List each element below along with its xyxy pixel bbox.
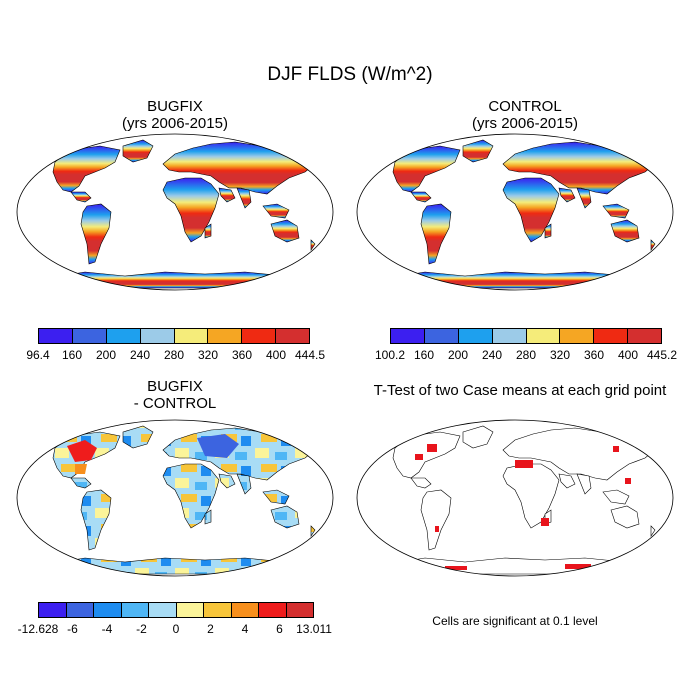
colorbar-swatch [140,329,175,343]
colorbar-tick-label: 100.2 [374,348,406,362]
colorbar-swatch [208,329,243,343]
colorbar-tick-label: 160 [413,348,435,362]
colorbar-swatch [66,603,94,617]
colorbar-diff-ticks: -12.628 -6 -4 -2 0 2 4 6 13.011 [18,622,332,638]
colorbar-swatch [242,329,277,343]
colorbar-swatch [121,603,149,617]
colorbar-swatch [259,603,287,617]
colorbar-tick-label: 200 [95,348,117,362]
colorbar-tick-label: 280 [163,348,185,362]
colorbar-tick-label: 0 [172,622,180,636]
colorbar-tick-label: 200 [447,348,469,362]
colorbar-tick-label: -6 [67,622,78,636]
significance-note: Cells are significant at 0.1 level [432,614,598,628]
panel-control-title: CONTROL [488,98,562,115]
colorbar-tick-label: 240 [481,348,503,362]
colorbar-swatch [149,603,177,617]
colorbar-bugfix-ticks: 96.4 160 200 240 280 320 360 400 444.5 [26,348,325,364]
colorbar-tick-label: 320 [549,348,571,362]
colorbar-swatch [174,329,209,343]
figure-title: DJF FLDS (W/m^2) [267,64,433,85]
colorbar-swatch [424,329,459,343]
colorbar-swatch [391,329,425,343]
colorbar-tick-label: 320 [197,348,219,362]
panel-title-ttest: T-Test of two Case means at each grid po… [373,382,667,399]
colorbar-tick-label: 400 [265,348,287,362]
colorbar-tick-label: 360 [231,348,253,362]
colorbar-swatch [594,329,629,343]
panel-title-bugfix: BUGFIX (yrs 2006-2015) [75,98,275,132]
map-ttest [356,419,674,577]
colorbar-tick-label: -4 [101,622,113,636]
colorbar-control [390,328,662,344]
colorbar-tick-label: 240 [129,348,151,362]
panel-title-control: CONTROL (yrs 2006-2015) [425,98,625,132]
colorbar-swatch [106,329,141,343]
panel-diff-title: BUGFIX [147,378,203,395]
colorbar-control-ticks: 100.2 160 200 240 280 320 360 400 445.2 [375,348,677,364]
colorbar-tick-label: 13.011 [296,622,332,636]
colorbar-swatch [286,603,313,617]
colorbar-tick-label: 444.5 [294,348,326,362]
map-diff [16,419,334,577]
colorbar-tick-label: -2 [136,622,147,636]
colorbar-tick-label: 400 [617,348,639,362]
colorbar-swatch [72,329,107,343]
map-bugfix [16,133,334,291]
colorbar-bugfix [38,328,310,344]
panel-title-diff: BUGFIX - CONTROL [75,378,275,412]
colorbar-tick-label: 360 [583,348,605,362]
panel-bugfix-subtitle: (yrs 2006-2015) [122,115,228,132]
colorbar-tick-label: 160 [61,348,83,362]
colorbar-tick-label: 445.2 [646,348,678,362]
colorbar-tick-label: 96.4 [26,348,50,362]
colorbar-swatch [39,603,67,617]
colorbar-swatch [39,329,73,343]
panel-control-subtitle: (yrs 2006-2015) [472,115,578,132]
colorbar-swatch [231,603,259,617]
colorbar-tick-label: 4 [241,622,249,636]
colorbar-swatch [628,329,661,343]
colorbar-tick-label: 280 [515,348,537,362]
colorbar-swatch [276,329,309,343]
colorbar-swatch [204,603,232,617]
colorbar-swatch [176,603,204,617]
colorbar-tick-label: 2 [207,622,214,636]
colorbar-swatch [526,329,561,343]
colorbar-tick-label: 6 [276,622,283,636]
colorbar-swatch [94,603,122,617]
map-control [356,133,674,291]
colorbar-swatch [492,329,527,343]
panel-bugfix-title: BUGFIX [147,98,203,115]
colorbar-swatch [560,329,595,343]
colorbar-diff [38,602,314,618]
panel-diff-subtitle: - CONTROL [133,395,217,412]
colorbar-swatch [458,329,493,343]
colorbar-tick-label: -12.628 [17,622,59,636]
